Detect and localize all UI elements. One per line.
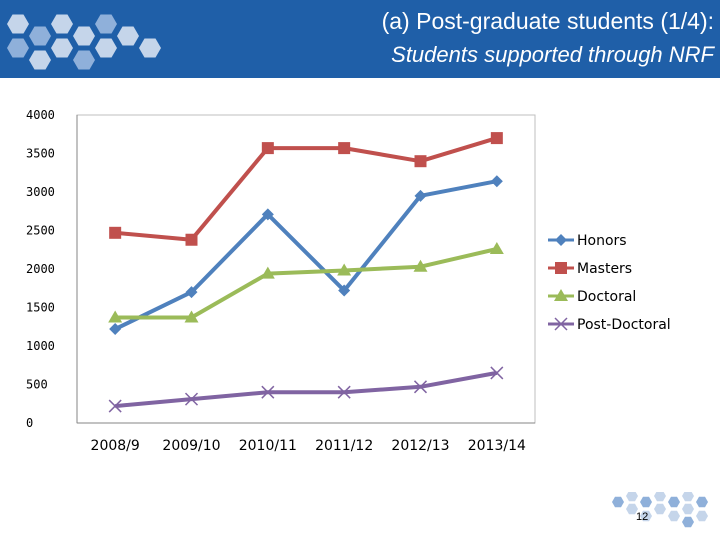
data-point	[554, 317, 568, 331]
page-number: 12	[636, 511, 649, 523]
footer-hexagon-icon	[612, 492, 708, 528]
data-point	[338, 284, 351, 297]
hexagon-shape	[682, 503, 694, 515]
hexagon-shape	[73, 26, 95, 46]
slide-title: (a) Post-graduate students (1/4):	[381, 8, 714, 34]
data-point	[414, 155, 427, 168]
y-tick-label: 2500	[26, 224, 55, 238]
data-point	[185, 286, 198, 299]
data-point	[261, 385, 275, 399]
series-doctoral	[108, 241, 504, 323]
data-point	[261, 142, 274, 155]
data-point	[108, 399, 122, 413]
x-tick-label: 2013/14	[468, 438, 526, 454]
data-point	[337, 263, 352, 276]
y-tick-label: 4000	[26, 108, 55, 122]
hexagon-shape	[668, 510, 680, 522]
hexagon-shape	[95, 38, 117, 58]
hexagon-shape	[696, 496, 708, 508]
data-point	[109, 226, 122, 239]
slide-header: (a) Post-graduate students (1/4): Studen…	[0, 0, 720, 78]
data-point	[555, 262, 567, 274]
data-point	[109, 323, 122, 336]
hexagon-shape	[654, 492, 666, 502]
data-point	[184, 392, 199, 406]
data-point	[413, 380, 428, 394]
data-point	[555, 234, 567, 246]
y-tick-label: 1000	[26, 339, 55, 353]
hexagon-shape	[626, 492, 638, 502]
hexagon-shape	[696, 510, 708, 522]
data-point	[490, 175, 503, 188]
series-masters	[109, 132, 503, 246]
legend-item: Masters	[548, 261, 632, 277]
series-honors	[109, 175, 503, 336]
slide-subtitle: Students supported through NRF	[391, 42, 714, 67]
y-tick-label: 500	[26, 378, 48, 392]
y-tick-label: 0	[26, 416, 33, 430]
y-tick-label: 2000	[26, 262, 55, 276]
x-tick-label: 2012/13	[391, 438, 449, 454]
hexagon-shape	[29, 26, 51, 46]
hexagon-shape	[139, 38, 161, 58]
x-tick-label: 2009/10	[162, 438, 220, 454]
hexagon-shape	[117, 26, 139, 46]
data-point	[108, 310, 123, 323]
x-tick-label: 2008/9	[91, 438, 140, 454]
hexagon-shape	[95, 14, 117, 34]
hexagon-shape	[29, 50, 51, 70]
data-point	[490, 132, 503, 145]
legend-label: Masters	[577, 261, 632, 277]
data-point	[184, 310, 199, 323]
data-point	[490, 366, 504, 380]
legend-item: Post-Doctoral	[548, 317, 671, 333]
series-line	[114, 179, 498, 331]
legend-label: Honors	[577, 233, 627, 249]
hexagon-shape	[7, 14, 29, 34]
hexagon-shape	[640, 510, 652, 522]
x-tick-label: 2011/12	[315, 438, 373, 454]
hexagon-shape	[640, 496, 652, 508]
y-tick-label: 3500	[26, 147, 55, 161]
data-point	[338, 142, 351, 155]
legend-item: Doctoral	[548, 289, 636, 305]
data-point	[414, 189, 427, 202]
hexagon-shape	[73, 50, 95, 70]
legend-label: Doctoral	[577, 289, 636, 305]
hexagon-shape	[51, 38, 73, 58]
data-point	[261, 208, 274, 221]
hexagon-shape	[612, 496, 624, 508]
data-point	[489, 241, 504, 254]
legend-item: Honors	[548, 233, 627, 249]
series-line	[115, 136, 498, 242]
y-tick-label: 3000	[26, 185, 55, 199]
data-point	[185, 233, 198, 246]
hexagon-shape	[682, 492, 694, 502]
series-line	[115, 370, 498, 409]
hexagon-shape	[682, 516, 694, 528]
hexagon-shape	[626, 503, 638, 515]
hexagon-shape	[654, 503, 666, 515]
hexagon-decoration-icon	[7, 14, 161, 70]
data-point	[260, 266, 275, 279]
hexagon-shape	[7, 38, 29, 58]
series-line	[115, 247, 498, 320]
hexagon-shape	[51, 14, 73, 34]
series-post-doctoral	[108, 366, 504, 413]
x-tick-label: 2010/11	[239, 438, 297, 454]
data-point	[337, 385, 351, 399]
hexagon-shape	[668, 496, 680, 508]
data-point	[554, 289, 568, 301]
legend-label: Post-Doctoral	[577, 317, 671, 333]
data-point	[413, 259, 428, 272]
y-tick-label: 1500	[26, 301, 55, 315]
